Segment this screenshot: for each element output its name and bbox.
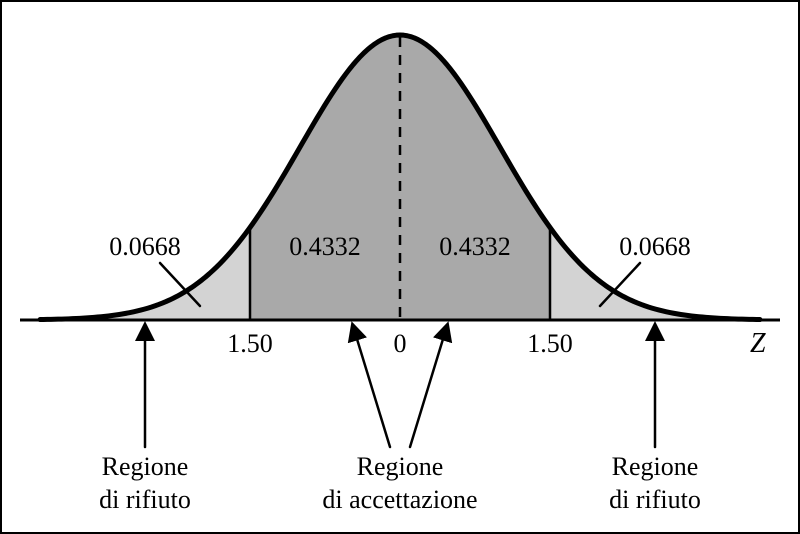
tick-right-label: 1.50 — [527, 329, 573, 358]
right-reject-label-2: di rifiuto — [609, 485, 701, 514]
accept-label-2: di accettazione — [322, 485, 477, 514]
left-reject-label-1: Regione — [102, 452, 189, 481]
prob-left-center-label: 0.4332 — [289, 232, 361, 261]
tick-center-label: 0 — [394, 329, 407, 358]
arrow-accept-right — [410, 326, 447, 447]
arrow-accept-left — [353, 326, 390, 447]
left-reject-label-2: di rifiuto — [99, 485, 191, 514]
tick-left-label: 1.50 — [227, 329, 273, 358]
prob-right-tail-label: 0.0668 — [619, 232, 691, 261]
accept-label-1: Regione — [357, 452, 444, 481]
prob-right-center-label: 0.4332 — [439, 232, 511, 261]
hypothesis-test-chart: 0.0668 0.4332 0.4332 0.0668 1.50 0 1.50 … — [0, 0, 800, 534]
right-reject-label-1: Regione — [612, 452, 699, 481]
prob-left-tail-label: 0.0668 — [109, 232, 181, 261]
z-axis-label: Z — [750, 328, 766, 359]
